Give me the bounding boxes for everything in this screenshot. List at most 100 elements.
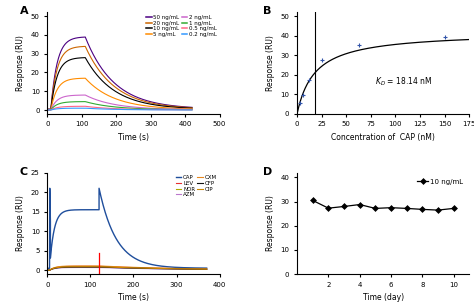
CFP	[204, 267, 210, 271]
LEV	[140, 266, 146, 270]
NOR	[45, 268, 50, 272]
2 ng/mL	[189, 107, 195, 111]
CXM	[117, 265, 123, 269]
20 ng/mL	[169, 104, 174, 108]
1 ng/mL	[85, 100, 91, 104]
10 ng/mL	[419, 208, 425, 211]
X-axis label: Time (day): Time (day)	[363, 293, 404, 302]
0.2 ng/mL	[189, 108, 195, 112]
NOR	[158, 267, 164, 270]
50 ng/mL	[122, 89, 128, 93]
50 ng/mL	[85, 42, 91, 46]
20 ng/mL	[85, 51, 91, 54]
AZM	[91, 265, 97, 269]
5 ng/mL	[85, 79, 91, 83]
Text: A: A	[20, 6, 28, 16]
0.5 ng/mL	[45, 108, 50, 112]
10 ng/mL	[388, 206, 394, 209]
Line: CIP: CIP	[47, 267, 207, 270]
CXM	[96, 264, 102, 268]
CFP	[117, 266, 123, 270]
CAP	[83, 208, 89, 212]
0.2 ng/mL	[169, 108, 174, 112]
Line: AZM: AZM	[47, 267, 207, 270]
Legend: 10 ng/mL: 10 ng/mL	[415, 176, 466, 188]
AZM	[68, 266, 73, 270]
0.5 ng/mL	[85, 105, 91, 108]
Line: CAP: CAP	[47, 188, 207, 268]
10 ng/mL	[357, 203, 363, 206]
CIP	[45, 268, 50, 272]
CIP	[91, 265, 97, 269]
1 ng/mL	[98, 103, 103, 107]
X-axis label: Time (s): Time (s)	[118, 133, 149, 142]
10 ng/mL	[435, 208, 441, 212]
CAP	[45, 266, 50, 270]
0.5 ng/mL	[98, 106, 103, 110]
X-axis label: Time (s): Time (s)	[118, 293, 149, 302]
CIP	[140, 266, 146, 270]
5 ng/mL	[82, 76, 88, 80]
2 ng/mL	[122, 104, 128, 108]
0.5 ng/mL	[70, 104, 75, 108]
AZM	[204, 268, 210, 271]
CXM	[158, 266, 164, 270]
0.2 ng/mL	[70, 106, 75, 110]
LEV	[45, 268, 50, 272]
LEV	[93, 265, 99, 268]
CFP	[68, 265, 73, 269]
20 ng/mL	[70, 46, 75, 50]
1 ng/mL	[144, 107, 150, 111]
CIP	[117, 265, 123, 269]
Line: 10 ng/mL: 10 ng/mL	[47, 58, 192, 109]
Line: CXM: CXM	[47, 266, 207, 270]
0.5 ng/mL	[82, 104, 88, 108]
Legend: 50 ng/mL, 20 ng/mL, 10 ng/mL, 5 ng/mL, 2 ng/mL, 1 ng/mL, 0.5 ng/mL, 0.2 ng/mL: 50 ng/mL, 20 ng/mL, 10 ng/mL, 5 ng/mL, 2…	[146, 15, 217, 37]
Line: 50 ng/mL: 50 ng/mL	[47, 37, 192, 109]
20 ng/mL	[45, 107, 50, 111]
CFP	[45, 268, 50, 272]
NOR	[140, 266, 146, 270]
AZM	[158, 267, 164, 271]
Line: 10 ng/mL: 10 ng/mL	[310, 198, 456, 212]
Text: D: D	[263, 167, 272, 176]
10 ng/mL	[82, 56, 88, 59]
10 ng/mL	[404, 207, 410, 210]
50 ng/mL	[82, 35, 88, 39]
10 ng/mL	[341, 205, 347, 208]
10 ng/mL	[310, 199, 316, 202]
CFP	[91, 265, 97, 269]
NOR	[204, 267, 210, 271]
5 ng/mL	[169, 106, 174, 110]
20 ng/mL	[189, 106, 195, 110]
Text: C: C	[20, 167, 28, 176]
LEV	[158, 266, 164, 270]
Line: 0.2 ng/mL: 0.2 ng/mL	[47, 108, 192, 110]
Line: CFP: CFP	[47, 267, 207, 270]
10 ng/mL	[45, 107, 50, 111]
AZM	[93, 265, 99, 269]
CAP	[139, 260, 145, 264]
0.5 ng/mL	[189, 108, 195, 112]
20 ng/mL	[98, 70, 103, 74]
Legend: CAP, LEV, NOR, AZM, CXM, CFP, CIP: CAP, LEV, NOR, AZM, CXM, CFP, CIP	[176, 176, 217, 197]
10 ng/mL	[85, 61, 91, 64]
AZM	[45, 268, 50, 272]
Line: 1 ng/mL: 1 ng/mL	[47, 102, 192, 110]
0.2 ng/mL	[144, 108, 150, 111]
CXM	[93, 264, 99, 268]
10 ng/mL	[169, 105, 174, 109]
CAP	[204, 266, 210, 270]
LEV	[96, 265, 102, 268]
Y-axis label: Response (RU): Response (RU)	[266, 35, 275, 91]
LEV	[91, 265, 97, 268]
X-axis label: Concentration of  CAP (nM): Concentration of CAP (nM)	[331, 133, 435, 142]
50 ng/mL	[98, 64, 103, 68]
Line: NOR: NOR	[47, 267, 207, 270]
NOR	[91, 265, 97, 269]
CXM	[140, 266, 146, 270]
Line: 20 ng/mL: 20 ng/mL	[47, 47, 192, 109]
5 ng/mL	[189, 107, 195, 111]
20 ng/mL	[144, 100, 150, 104]
10 ng/mL	[70, 57, 75, 61]
